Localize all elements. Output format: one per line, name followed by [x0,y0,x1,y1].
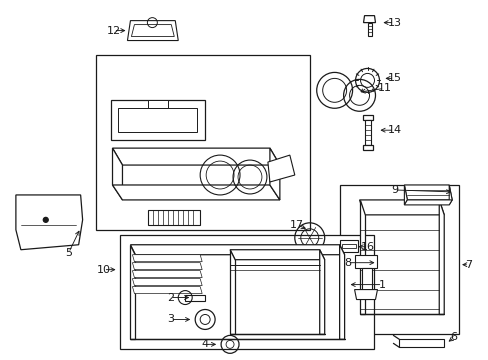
Polygon shape [438,200,443,315]
Text: 12: 12 [106,26,121,36]
Text: 16: 16 [360,242,374,252]
Polygon shape [112,148,122,200]
Polygon shape [131,24,174,37]
Polygon shape [404,185,407,205]
Polygon shape [404,185,451,200]
Polygon shape [362,115,372,120]
Polygon shape [363,15,375,23]
Text: 7: 7 [465,260,472,270]
Text: 2: 2 [166,293,174,302]
Text: 9: 9 [390,185,397,195]
Polygon shape [229,250,324,260]
Circle shape [43,217,48,222]
Text: 1: 1 [378,280,385,289]
Polygon shape [339,240,357,252]
Polygon shape [448,185,451,205]
Polygon shape [339,245,344,339]
Polygon shape [361,268,371,289]
Polygon shape [110,100,205,140]
Bar [120,235,374,349]
Polygon shape [362,145,372,150]
Polygon shape [364,120,370,145]
Text: 4: 4 [201,339,208,349]
Text: 8: 8 [344,258,350,268]
Polygon shape [16,195,82,250]
Polygon shape [359,200,443,215]
Polygon shape [132,271,202,278]
Polygon shape [399,339,443,347]
Polygon shape [367,23,371,36]
Polygon shape [359,200,364,315]
Polygon shape [112,185,279,200]
Text: 17: 17 [289,220,303,230]
Text: 11: 11 [377,84,391,93]
Polygon shape [185,294,205,301]
Polygon shape [130,245,135,339]
Bar [339,185,458,334]
Text: 15: 15 [386,73,401,84]
Polygon shape [132,279,202,285]
Polygon shape [319,250,324,334]
Polygon shape [132,287,202,293]
Polygon shape [132,263,202,270]
Polygon shape [404,200,451,205]
Polygon shape [127,21,178,41]
Polygon shape [229,250,235,334]
Polygon shape [354,255,377,268]
Bar [95,55,309,230]
Polygon shape [130,245,344,255]
Polygon shape [148,100,168,108]
Polygon shape [132,255,202,262]
Text: 13: 13 [386,18,401,28]
Polygon shape [341,244,355,248]
Polygon shape [267,155,294,182]
Polygon shape [269,148,279,200]
Text: 6: 6 [450,332,457,342]
Text: 10: 10 [96,265,110,275]
Text: 3: 3 [166,314,173,324]
Text: 14: 14 [386,125,401,135]
Polygon shape [354,289,377,300]
Polygon shape [112,148,279,165]
Polygon shape [148,210,200,225]
Polygon shape [118,108,197,132]
Text: 5: 5 [65,248,72,258]
